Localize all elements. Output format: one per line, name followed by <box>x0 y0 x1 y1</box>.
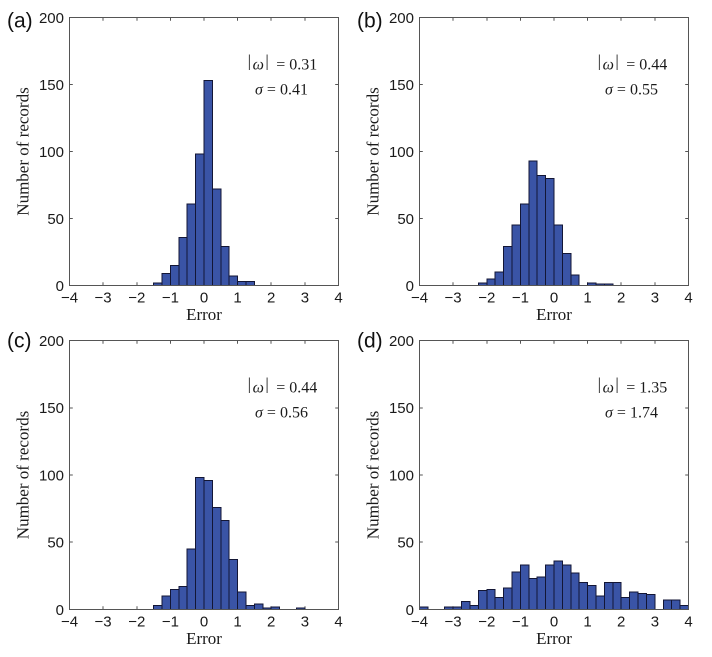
svg-text:4: 4 <box>684 289 692 306</box>
svg-text:150: 150 <box>389 400 414 417</box>
svg-text:|ω| = 0.44: |ω| = 0.44 <box>248 374 318 396</box>
svg-text:−1: −1 <box>162 613 179 630</box>
svg-text:σ = 0.41: σ = 0.41 <box>255 82 308 99</box>
svg-text:Error: Error <box>186 305 222 324</box>
svg-text:2: 2 <box>267 613 275 630</box>
svg-text:0: 0 <box>550 613 558 630</box>
svg-text:50: 50 <box>397 535 414 552</box>
svg-text:−2: −2 <box>128 613 145 630</box>
svg-text:−2: −2 <box>478 289 495 306</box>
svg-text:3: 3 <box>651 289 659 306</box>
svg-text:0: 0 <box>56 602 64 619</box>
svg-text:σ = 0.56: σ = 0.56 <box>255 405 308 422</box>
svg-text:Number of records: Number of records <box>364 87 383 215</box>
svg-text:−3: −3 <box>95 613 112 630</box>
svg-text:100: 100 <box>39 144 64 161</box>
svg-text:σ = 0.55: σ = 0.55 <box>605 82 658 99</box>
svg-text:−4: −4 <box>411 289 428 306</box>
svg-text:2: 2 <box>267 289 275 306</box>
svg-text:4: 4 <box>684 613 692 630</box>
svg-text:|ω| = 0.31: |ω| = 0.31 <box>248 51 318 73</box>
svg-text:−1: −1 <box>512 289 529 306</box>
svg-text:−3: −3 <box>445 613 462 630</box>
svg-text:200: 200 <box>389 333 414 350</box>
svg-text:100: 100 <box>389 467 414 484</box>
svg-text:50: 50 <box>47 535 64 552</box>
svg-text:−2: −2 <box>478 613 495 630</box>
svg-text:−4: −4 <box>411 613 428 630</box>
svg-text:200: 200 <box>39 10 64 27</box>
svg-text:150: 150 <box>389 77 414 94</box>
svg-text:50: 50 <box>47 211 64 228</box>
svg-text:1: 1 <box>583 613 591 630</box>
svg-text:(d): (d) <box>357 329 383 352</box>
svg-text:−3: −3 <box>445 289 462 306</box>
svg-text:0: 0 <box>406 278 414 295</box>
svg-text:−1: −1 <box>512 613 529 630</box>
svg-text:(c): (c) <box>7 329 32 352</box>
svg-text:Number of records: Number of records <box>14 411 33 539</box>
svg-text:0: 0 <box>200 289 208 306</box>
svg-text:3: 3 <box>301 613 309 630</box>
svg-text:Error: Error <box>186 629 222 648</box>
svg-text:Number of records: Number of records <box>364 411 383 539</box>
svg-text:200: 200 <box>39 333 64 350</box>
svg-text:−4: −4 <box>61 613 78 630</box>
svg-text:3: 3 <box>301 289 309 306</box>
svg-text:0: 0 <box>406 602 414 619</box>
svg-text:|ω| = 0.44: |ω| = 0.44 <box>598 51 668 73</box>
svg-text:Number of records: Number of records <box>14 87 33 215</box>
svg-text:(a): (a) <box>7 10 33 33</box>
svg-text:σ = 1.74: σ = 1.74 <box>605 405 658 422</box>
svg-text:50: 50 <box>397 211 414 228</box>
svg-text:0: 0 <box>56 278 64 295</box>
svg-text:Error: Error <box>536 629 572 648</box>
svg-text:150: 150 <box>39 77 64 94</box>
svg-text:100: 100 <box>39 467 64 484</box>
svg-text:Error: Error <box>536 305 572 324</box>
svg-text:(b): (b) <box>357 10 383 33</box>
svg-text:−2: −2 <box>128 289 145 306</box>
svg-text:100: 100 <box>389 144 414 161</box>
svg-text:0: 0 <box>550 289 558 306</box>
svg-text:1: 1 <box>233 289 241 306</box>
svg-text:1: 1 <box>583 289 591 306</box>
svg-text:0: 0 <box>200 613 208 630</box>
svg-text:2: 2 <box>617 289 625 306</box>
svg-text:2: 2 <box>617 613 625 630</box>
svg-text:150: 150 <box>39 400 64 417</box>
svg-text:−3: −3 <box>95 289 112 306</box>
svg-text:|ω| = 1.35: |ω| = 1.35 <box>598 374 668 396</box>
svg-text:3: 3 <box>651 613 659 630</box>
svg-text:200: 200 <box>389 10 414 27</box>
svg-text:1: 1 <box>233 613 241 630</box>
svg-text:−1: −1 <box>162 289 179 306</box>
svg-text:4: 4 <box>334 289 342 306</box>
svg-text:4: 4 <box>334 613 342 630</box>
svg-text:−4: −4 <box>61 289 78 306</box>
